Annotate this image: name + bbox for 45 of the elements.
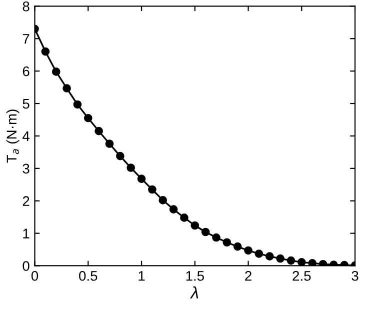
x-tick-label: 2 <box>245 270 252 281</box>
point <box>308 258 316 266</box>
point <box>233 242 242 251</box>
y-tick-label: 0 <box>22 261 30 271</box>
point <box>201 228 210 236</box>
point <box>254 250 264 258</box>
point <box>265 252 274 260</box>
point <box>73 100 82 109</box>
point <box>62 84 71 92</box>
point <box>158 196 168 204</box>
y-tick-label: 4 <box>22 131 30 141</box>
point <box>222 238 232 247</box>
point <box>190 221 200 230</box>
point <box>148 185 156 194</box>
point <box>105 140 114 148</box>
point <box>94 126 103 136</box>
x-tick-label: 2.5 <box>292 270 311 281</box>
point <box>297 258 306 266</box>
point <box>84 114 92 122</box>
x-tick-label: 0.5 <box>79 270 98 281</box>
point <box>116 152 124 160</box>
y-tick-label: 6 <box>22 66 30 76</box>
y-tick-label: 8 <box>22 2 30 12</box>
point <box>41 47 50 56</box>
y-tick-label: 7 <box>22 34 30 44</box>
point <box>276 254 284 263</box>
point <box>318 260 328 266</box>
point <box>169 205 178 214</box>
y-tick-label: 3 <box>22 164 30 174</box>
x-tick-label: 1.5 <box>186 271 204 281</box>
point <box>244 246 252 255</box>
y-tick-label: 1 <box>23 228 30 238</box>
x-tick-label: 3 <box>352 270 358 281</box>
x-axis-title: λ <box>190 286 198 298</box>
point <box>180 214 188 222</box>
point <box>137 174 146 183</box>
y-tick-label: 2 <box>22 196 30 206</box>
y-tick-label: 5 <box>22 98 30 109</box>
y-axis-title: T$_{a}$ (N·m) <box>6 110 20 163</box>
point <box>52 68 60 76</box>
point <box>212 233 220 242</box>
x-tick-label: 1 <box>138 271 145 281</box>
point <box>286 256 296 265</box>
x-tick-label: 0 <box>31 270 38 281</box>
point <box>126 164 136 172</box>
